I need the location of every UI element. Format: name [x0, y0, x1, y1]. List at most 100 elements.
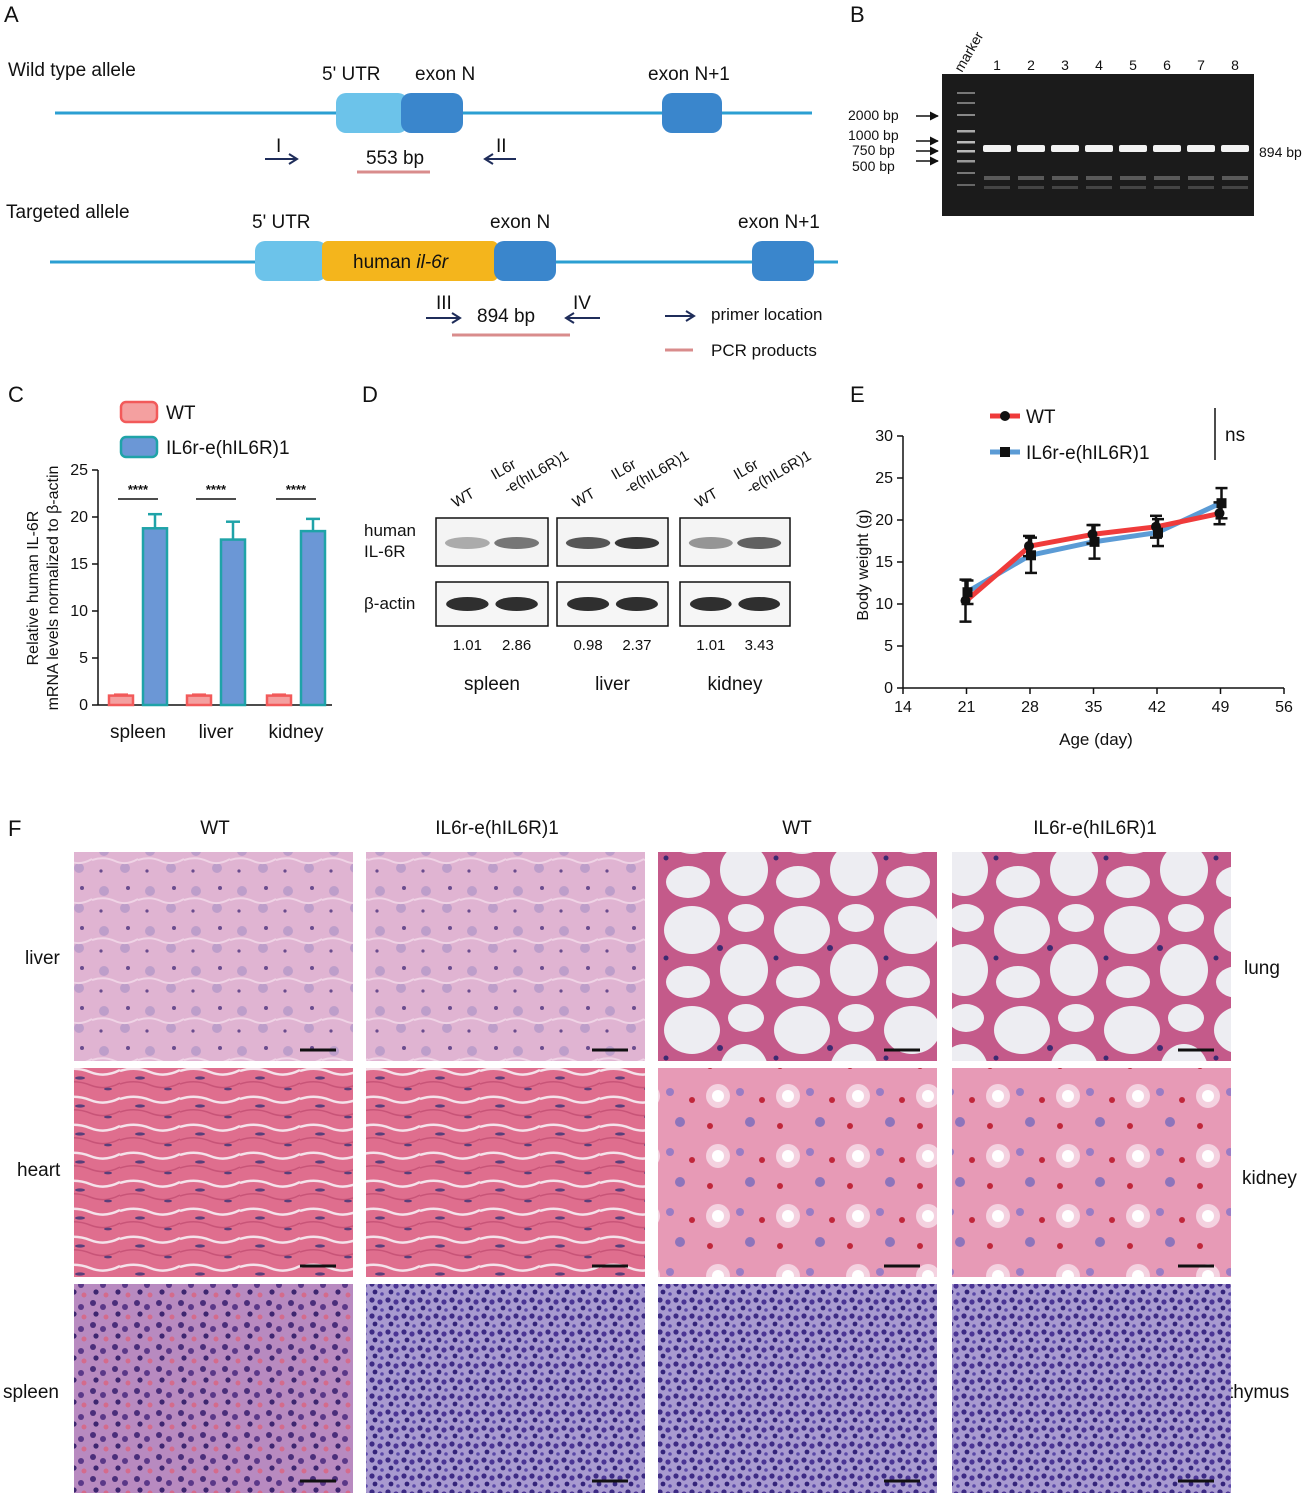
gel-faint-band: [1222, 186, 1248, 189]
tg-exon-n-label: exon N: [490, 212, 550, 233]
gel-band-894: [1051, 145, 1079, 152]
targeted-allele: Targeted allele 5' UTR exon N exon N+1 h…: [6, 202, 838, 337]
marker-band: [957, 92, 975, 94]
gel-band-894: [1187, 145, 1215, 152]
panel-label-e: E: [850, 382, 865, 407]
data-point: [1214, 508, 1225, 519]
tg-product-size: 894 bp: [477, 306, 535, 327]
gel-faint-band: [1188, 186, 1214, 189]
panel-label-d: D: [362, 382, 378, 407]
wt-utr-block: [336, 93, 408, 133]
bar: [107, 694, 135, 707]
blot-band: [738, 597, 781, 611]
legend-swatch-tg: [119, 435, 159, 459]
row-label-kidney: kidney: [1242, 1168, 1297, 1189]
primer-iv-label: IV: [573, 293, 591, 314]
densitometry-ratio: 2.37: [622, 637, 651, 654]
size-1000: 1000 bp: [848, 127, 899, 143]
significance-label: ****: [128, 482, 149, 497]
gel-band-894: [1221, 145, 1249, 152]
chart-c-y-tick-label: 20: [70, 509, 88, 526]
chart-e-legend: WT IL6r-e(hIL6R)1: [990, 407, 1150, 464]
micrograph-lung-wt: [658, 852, 937, 1061]
micrograph-lung-tg: [952, 852, 1231, 1061]
legend-primer-arrowhead: [685, 310, 696, 322]
blot-band: [495, 597, 538, 611]
panel-a-legend: primer location PCR products: [665, 305, 823, 360]
data-point: [1089, 536, 1100, 547]
size-2000: 2000 bp: [848, 107, 899, 123]
gel-faint-band: [1222, 176, 1248, 180]
primer-iii-arrowhead: [451, 312, 462, 324]
data-point: [1026, 550, 1036, 561]
chart-e-xlabel: Age (day): [1059, 730, 1133, 749]
data-point: [962, 587, 973, 598]
wt-product-size: 553 bp: [366, 148, 424, 169]
col-label-wt-2: WT: [782, 818, 812, 839]
blot-band: [494, 537, 540, 549]
significance-label: ****: [206, 482, 227, 497]
bar: [219, 538, 247, 707]
gel-lane-label: 3: [1061, 57, 1069, 73]
gel-band-894: [983, 145, 1011, 152]
gel-lane-label: 5: [1129, 57, 1137, 73]
wt-exon-n1-block: [662, 93, 722, 133]
data-point: [1153, 527, 1163, 538]
primer-ii-arrowhead: [483, 153, 494, 165]
gel-faint-band: [1052, 186, 1078, 189]
micrograph-spleen-tg: [366, 1284, 645, 1493]
chart-e-x-tick-label: 35: [1085, 699, 1103, 716]
tg-utr-block: [255, 241, 327, 281]
legend-label-tg: IL6r-e(hIL6R)1: [166, 438, 290, 459]
gel-band-894: [1085, 145, 1113, 152]
chart-e-y-tick-label: 20: [875, 512, 893, 529]
densitometry-ratio: 0.98: [573, 637, 602, 654]
gel-faint-band: [1086, 176, 1112, 180]
micrograph-liver-tg: [366, 852, 645, 1061]
data-point: [1216, 498, 1227, 509]
panel-label-b: B: [850, 2, 865, 27]
densitometry-ratio: 1.01: [696, 637, 725, 654]
gel-faint-band: [1052, 176, 1078, 180]
marker-band: [957, 150, 975, 153]
marker-band: [957, 102, 975, 104]
tissue-label: spleen: [464, 674, 520, 695]
chart-e-x-tick-label: 28: [1021, 699, 1039, 716]
western-blot-panel: human IL-6R β-actin 1.01 2.86WTIL6r-e(hIL…: [364, 447, 814, 695]
marker-band: [957, 172, 975, 174]
chart-e-x-tick-label: 14: [894, 699, 912, 716]
wt-exon-n-block: [401, 93, 463, 133]
chart-c-x-tick-label: liver: [199, 722, 235, 743]
blot-band: [566, 597, 610, 611]
legend-pcr-label: PCR products: [711, 341, 817, 360]
micrograph-heart-wt: [74, 1068, 353, 1277]
ns-label: ns: [1225, 425, 1245, 446]
wild-type-title: Wild type allele: [8, 60, 136, 81]
chart-c-y-tick-label: 5: [79, 650, 88, 667]
marker-band: [957, 184, 975, 186]
human-il6r-block: [322, 241, 498, 281]
marker-band: [957, 160, 975, 163]
chart-e-y-tick-label: 0: [884, 680, 893, 697]
chart-c-y-tick-label: 0: [79, 697, 88, 714]
gel-faint-band: [1120, 176, 1146, 180]
scale-bars: [300, 1048, 1214, 1483]
size-750: 750 bp: [852, 142, 895, 158]
row-label-heart: heart: [17, 1160, 61, 1181]
gel-faint-band: [1086, 186, 1112, 189]
lane-label-wt: WT: [692, 485, 721, 511]
primer-i-arrowhead: [288, 153, 299, 165]
chart-e-y-tick-label: 10: [875, 596, 893, 613]
chart-c-y-tick-label: 15: [70, 556, 88, 573]
legend-primer-label: primer location: [711, 305, 823, 324]
legend-label-tg-e: IL6r-e(hIL6R)1: [1026, 443, 1150, 464]
col-label-tg-1: IL6r-e(hIL6R)1: [435, 818, 559, 839]
col-label-wt-1: WT: [200, 818, 230, 839]
blot-band: [446, 597, 489, 611]
densitometry-ratio: 3.43: [745, 637, 774, 654]
row-label-actin: β-actin: [364, 594, 415, 613]
blot-band: [565, 537, 611, 549]
gel-faint-band: [984, 176, 1010, 180]
blot-band: [614, 537, 660, 549]
